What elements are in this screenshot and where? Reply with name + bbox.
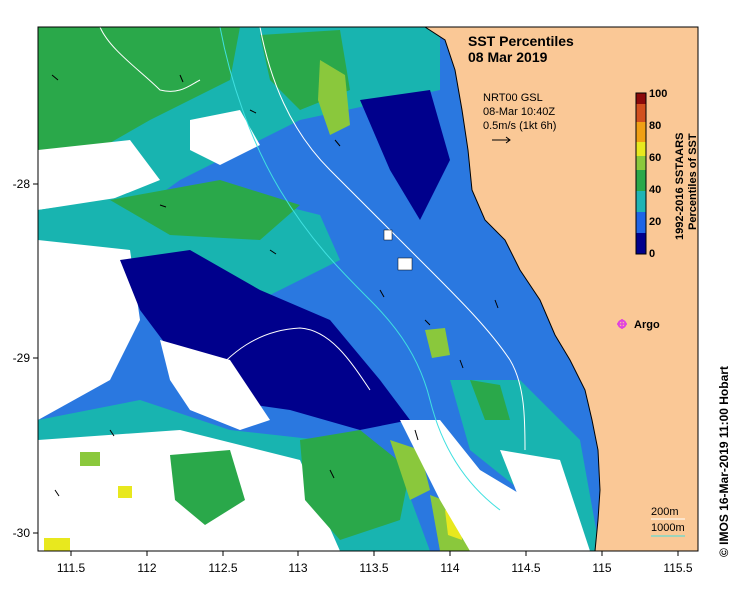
contour-200m-west [99, 27, 201, 92]
x-tick-label: 112.5 [208, 561, 237, 575]
colorbar-tick-label: 20 [649, 216, 661, 228]
current-source-label: NRT00 GSL [483, 92, 543, 104]
x-axis [70, 551, 679, 556]
colorbar-segment [636, 122, 646, 142]
colorbar-tick-label: 60 [649, 152, 661, 164]
map-plot-area [38, 27, 698, 551]
current-scale-arrow [492, 136, 511, 144]
bathymetry-contours [99, 27, 526, 511]
plot-frame [37, 26, 699, 552]
sst-region-white-2 [38, 140, 160, 210]
current-vector [249, 109, 257, 114]
current-vector [334, 139, 341, 147]
y-tick-labels: -28 -29 -30 [13, 177, 31, 540]
current-vector [51, 74, 59, 81]
x-tick-label: 114 [440, 561, 459, 575]
current-vector [494, 299, 499, 309]
contour-legend-200m: 200m [651, 506, 679, 518]
colorbar-tick-label: 80 [649, 120, 661, 132]
contour-legend-1000m: 1000m [651, 522, 685, 534]
sst-region-green-mid [110, 180, 300, 240]
colorbar-title-line2: Percentiles of SST [687, 133, 699, 230]
sst-region-green-se [300, 430, 410, 540]
sst-region-green-coast [470, 380, 510, 420]
x-tick-label: 113 [288, 561, 307, 575]
contour-1000m [219, 27, 501, 511]
colorbar-segment [636, 212, 646, 233]
sst-region-navy-main [120, 250, 410, 430]
colorbar-tick-label: 100 [649, 88, 667, 100]
current-vector [179, 74, 184, 83]
colorbar-frame [635, 92, 647, 255]
marker-box [397, 257, 413, 271]
sst-patch-yellow-sw [44, 538, 70, 551]
current-vector [269, 249, 277, 255]
map-date: 08 Mar 2019 [468, 49, 548, 65]
colorbar-segment [636, 233, 646, 254]
current-time-label: 08-Mar 10:40Z [483, 106, 555, 118]
argo-label: Argo [634, 319, 660, 331]
sst-region-green-south [170, 450, 245, 525]
map-title: SST Percentiles [468, 33, 574, 49]
sst-region-navy-1 [360, 90, 450, 220]
sst-region-white-6 [400, 420, 560, 551]
current-vector [54, 489, 60, 497]
contour-200m [259, 27, 526, 451]
colorbar-segment [636, 142, 646, 156]
colorbar-segment [636, 156, 646, 170]
contour-legend: 200m 1000m [651, 506, 685, 537]
land-western-australia [424, 27, 698, 551]
colorbar-segment [636, 191, 646, 212]
current-vector [329, 469, 335, 479]
sst-region-white-4 [160, 340, 270, 430]
x-tick-label: 115 [592, 561, 611, 575]
sst-field [38, 27, 600, 551]
contour-navy-edge [199, 327, 371, 391]
sst-patch-lime-small [80, 452, 100, 466]
sst-region-lime-1 [318, 60, 350, 135]
x-tick-label: 111.5 [57, 561, 86, 575]
x-tick-label: 114.5 [511, 561, 540, 575]
argo-float-marker: Argo [617, 319, 660, 331]
marker-box [383, 229, 393, 241]
x-tick-labels: 111.5 112 112.5 113 113.5 114 114.5 115 … [57, 561, 693, 575]
y-axis [33, 183, 38, 534]
sst-patch-green-argo [425, 328, 450, 358]
current-vector [159, 204, 167, 208]
colorbar-segment [636, 93, 646, 104]
x-tick-label: 113.5 [359, 561, 388, 575]
imos-credit: © IMOS 16-Mar-2019 11:00 Hobart [717, 366, 731, 557]
colorbar-tick-label: 40 [649, 184, 661, 196]
y-tick-label: -28 [13, 177, 31, 191]
y-tick-label: -29 [13, 351, 31, 365]
colorbar-title-line1: 1992-2016 SSTAARS [674, 133, 686, 240]
sst-region-white-7 [500, 450, 590, 551]
colorbar: 0 20 40 60 80 100 1992-2016 SSTAARS Perc… [635, 88, 699, 260]
sst-patch-yellow-small [118, 486, 132, 498]
current-vector [109, 429, 115, 437]
sst-region-white-1 [190, 110, 260, 165]
y-tick-label: -30 [13, 526, 31, 540]
current-vector [459, 359, 464, 369]
current-vector [424, 319, 431, 326]
colorbar-tick-label: 0 [649, 248, 655, 260]
colorbar-segment [636, 104, 646, 122]
colorbar-segment [636, 170, 646, 191]
current-vectors [51, 74, 499, 497]
x-tick-label: 115.5 [663, 561, 692, 575]
sst-region-green-north [38, 27, 240, 170]
current-vector [414, 429, 419, 441]
current-vector [379, 289, 385, 298]
current-scale-label: 0.5m/s (1kt 6h) [483, 120, 556, 132]
sst-region-white-3 [38, 240, 140, 420]
x-tick-label: 112 [137, 561, 156, 575]
